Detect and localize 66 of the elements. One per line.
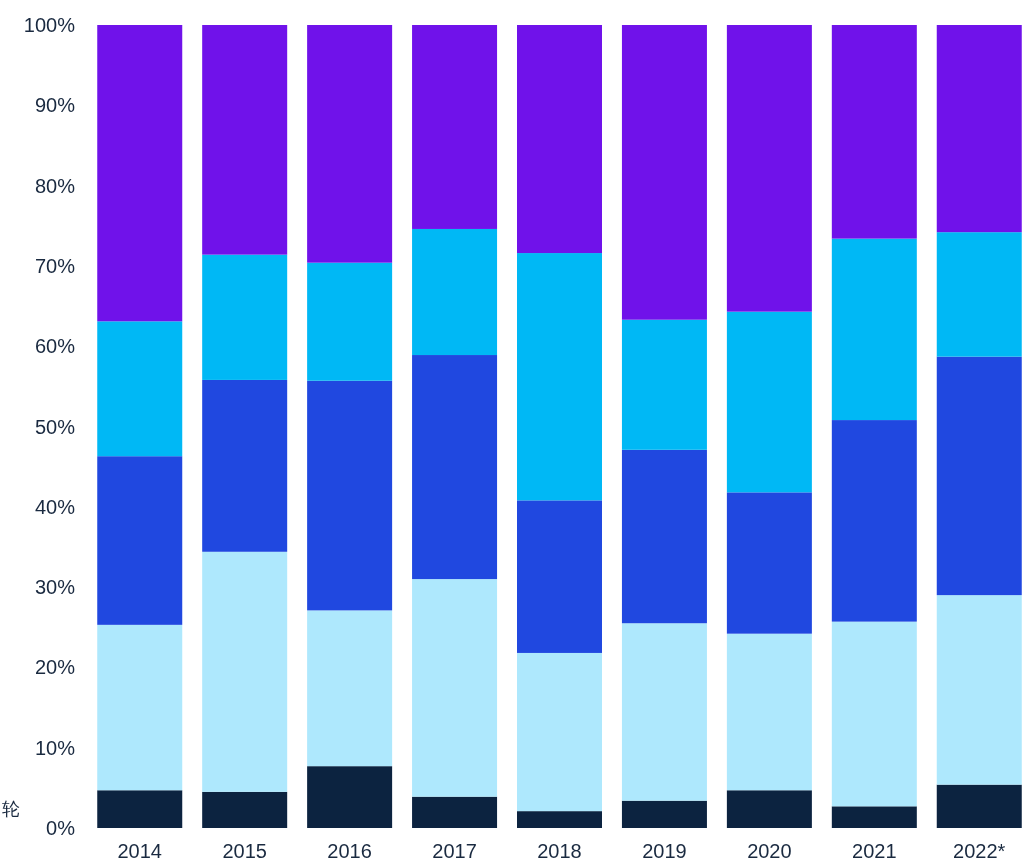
bar xyxy=(202,254,288,380)
bar xyxy=(517,253,602,501)
y-tick-label: 40% xyxy=(34,495,76,518)
bar xyxy=(307,262,393,381)
bar xyxy=(412,796,498,828)
bar xyxy=(307,766,393,828)
bar xyxy=(831,806,917,828)
y-tick-label: 100% xyxy=(23,14,76,36)
bar xyxy=(517,500,602,653)
x-tick-label: 2014 xyxy=(117,840,162,862)
bar xyxy=(97,25,183,322)
bar xyxy=(517,652,602,812)
bar xyxy=(936,784,1022,828)
bar xyxy=(726,633,812,791)
bar xyxy=(412,355,498,580)
bar xyxy=(726,790,812,828)
y-tick-label: 70% xyxy=(34,254,76,277)
bar xyxy=(307,610,393,767)
x-tick-label: 2022* xyxy=(953,840,1006,862)
x-tick-label: 2018 xyxy=(537,840,582,862)
y-tick-label: 80% xyxy=(34,174,76,197)
bar xyxy=(412,228,498,356)
bar xyxy=(831,25,917,239)
bar xyxy=(936,232,1022,357)
bar xyxy=(726,25,812,312)
y-tick-label: 50% xyxy=(34,415,76,438)
y-tick-label: 10% xyxy=(34,736,76,759)
bar xyxy=(621,449,707,624)
bar xyxy=(202,379,288,552)
bar xyxy=(412,25,498,229)
x-tick-label: 2016 xyxy=(327,840,372,862)
bar xyxy=(936,356,1022,596)
bar xyxy=(831,238,917,421)
bar xyxy=(202,791,288,828)
bar xyxy=(831,621,917,807)
x-tick-label: 2017 xyxy=(432,840,477,862)
bar xyxy=(517,25,602,254)
bar xyxy=(97,790,183,828)
bar xyxy=(621,319,707,450)
bar xyxy=(202,551,288,792)
bar xyxy=(97,321,183,457)
y-tick-label: 0% xyxy=(46,817,76,839)
bar xyxy=(412,579,498,797)
bar xyxy=(936,595,1022,785)
bar xyxy=(307,380,393,611)
bar xyxy=(97,456,183,625)
bar xyxy=(936,25,1022,233)
x-tick-label: 2015 xyxy=(222,840,267,862)
bar xyxy=(202,25,288,255)
bar xyxy=(97,624,183,791)
bar xyxy=(621,25,707,320)
x-tick-label: 2019 xyxy=(642,840,687,862)
y-tick-label: 30% xyxy=(34,576,76,599)
bar xyxy=(726,492,812,634)
bar xyxy=(831,420,917,622)
bar xyxy=(621,800,707,828)
bar xyxy=(517,811,602,828)
x-tick-label: 2020 xyxy=(747,840,792,862)
y-tick-label: 20% xyxy=(34,656,76,679)
bar xyxy=(621,623,707,801)
bar xyxy=(307,25,393,263)
y-tick-label: 90% xyxy=(34,94,76,117)
x-tick-label: 2021 xyxy=(852,840,897,862)
text: 轮 xyxy=(2,799,20,819)
y-tick-label: 60% xyxy=(34,335,76,358)
bar xyxy=(726,311,812,493)
